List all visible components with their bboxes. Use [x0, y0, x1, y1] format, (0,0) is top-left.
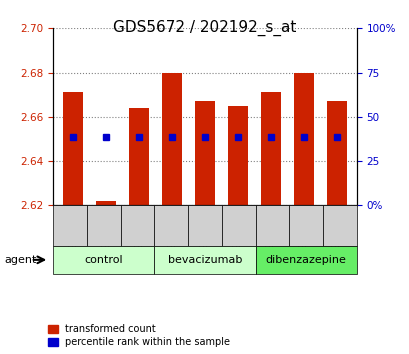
- Bar: [227, 106, 247, 205]
- Bar: [63, 92, 83, 205]
- Text: GDS5672 / 202192_s_at: GDS5672 / 202192_s_at: [113, 19, 296, 36]
- Bar: [129, 108, 148, 205]
- Bar: [195, 101, 214, 205]
- Text: bevacizumab: bevacizumab: [167, 255, 242, 265]
- Legend: transformed count, percentile rank within the sample: transformed count, percentile rank withi…: [46, 322, 231, 349]
- Bar: [96, 201, 116, 205]
- Text: control: control: [84, 255, 123, 265]
- Bar: [326, 101, 346, 205]
- Bar: [261, 92, 280, 205]
- Bar: [162, 73, 182, 205]
- Bar: [293, 73, 313, 205]
- Text: agent: agent: [4, 255, 36, 265]
- Text: dibenzazepine: dibenzazepine: [265, 255, 346, 265]
